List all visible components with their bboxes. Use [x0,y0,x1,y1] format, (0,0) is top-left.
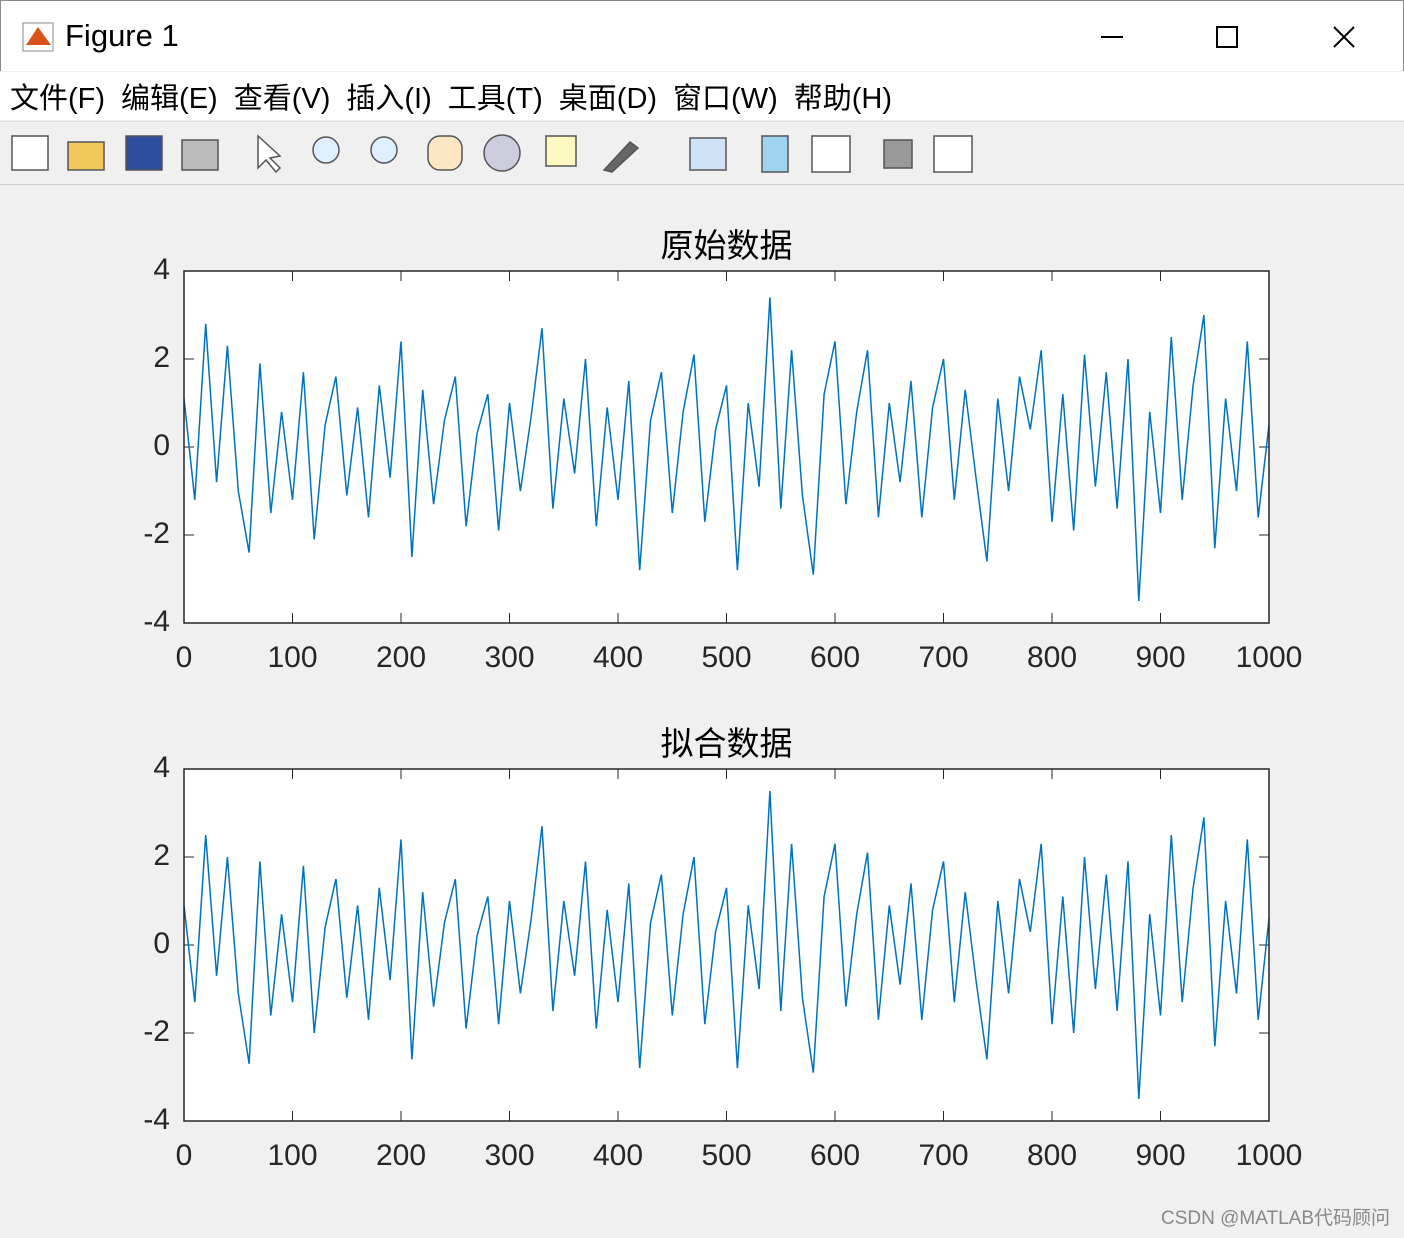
menu-item[interactable]: 编辑(E) [121,83,218,115]
y-tick-label: -4 [143,1103,170,1136]
x-tick-label: 0 [176,1139,193,1172]
axes-box [183,768,1270,1122]
x-tick-label: 900 [1135,641,1185,674]
x-tick-label: 300 [484,641,534,674]
datatip-button[interactable] [545,135,577,167]
x-tick-label: 600 [810,1139,860,1172]
x-tick-label: 800 [1027,641,1077,674]
axes-background [184,769,1269,1121]
y-tick-label: -2 [143,517,170,550]
legend-button[interactable] [811,135,851,173]
x-tick-label: 0 [176,641,193,674]
x-tick-label: 800 [1027,1139,1077,1172]
title-bar: Figure 1 [0,0,1404,71]
x-tick-label: 300 [484,1139,534,1172]
x-tick-label: 100 [267,641,317,674]
x-tick-label: 900 [1135,1139,1185,1172]
hide-tools-button[interactable] [883,139,913,169]
maximize-button[interactable] [1216,26,1238,48]
zoom-in-button[interactable] [312,136,340,164]
colorbar-button[interactable] [761,135,789,173]
rotate-button[interactable] [483,134,521,172]
watermark: CSDN @MATLAB代码顾问 [1160,1208,1390,1229]
y-tick-label: 2 [153,839,170,872]
axes-box [183,270,1270,624]
new-button[interactable] [11,135,49,171]
brush-button[interactable] [602,140,640,173]
chart-title: 拟合数据 [661,724,793,763]
y-tick-label: 0 [153,429,170,462]
y-tick-label: 0 [153,927,170,960]
y-tick-label: -2 [143,1015,170,1048]
toolbar-icons [11,134,973,174]
show-tools-button[interactable] [933,135,973,173]
y-tick-label: -4 [143,605,170,638]
menu-item[interactable]: 帮助(H) [793,83,892,115]
x-tick-label: 700 [918,1139,968,1172]
x-tick-label: 600 [810,641,860,674]
y-tick-label: 4 [153,751,170,784]
window-title: Figure 1 [65,18,179,53]
menu-item[interactable]: 文件(F) [10,83,106,115]
y-tick-label: 4 [153,253,170,286]
save-button[interactable] [125,135,163,171]
title-bar-graphics: Figure 1 [22,18,1355,53]
x-tick-label: 700 [918,641,968,674]
pan-button[interactable] [427,135,463,171]
menu-item[interactable]: 插入(I) [346,83,432,115]
x-tick-label: 100 [267,1139,317,1172]
toolbar-buttons [11,134,973,174]
axes-background [184,271,1269,623]
app-icon-shape [26,27,51,45]
x-tick-label: 400 [593,1139,643,1172]
menu-bar: 文件(F) 编辑(E) 查看(V) 插入(I) 工具(T) 桌面(D) 窗口(W) 帮助(H) [0,72,1404,120]
print-button[interactable] [181,139,219,171]
data-line [183,790,1270,1100]
chart-title: 原始数据 [661,226,793,265]
menu-item[interactable]: 窗口(W) [673,83,778,115]
x-tick-label: 500 [701,1139,751,1172]
menu-item[interactable]: 桌面(D) [558,83,658,115]
link-button[interactable] [689,137,727,171]
close-button[interactable] [1333,26,1355,48]
toolbar [0,121,1404,185]
select-button[interactable] [257,134,282,174]
menu-item[interactable]: 查看(V) [233,83,331,115]
x-tick-label: 1000 [1236,1139,1303,1172]
x-tick-label: 200 [376,1139,426,1172]
data-line [183,297,1270,602]
x-tick-label: 1000 [1236,641,1303,674]
zoom-out-button[interactable] [370,136,398,164]
y-tick-label: 2 [153,341,170,374]
x-tick-label: 400 [593,641,643,674]
x-tick-label: 200 [376,641,426,674]
menu-item[interactable]: 工具(T) [447,83,543,115]
x-tick-label: 500 [701,641,751,674]
open-button[interactable] [67,141,105,171]
